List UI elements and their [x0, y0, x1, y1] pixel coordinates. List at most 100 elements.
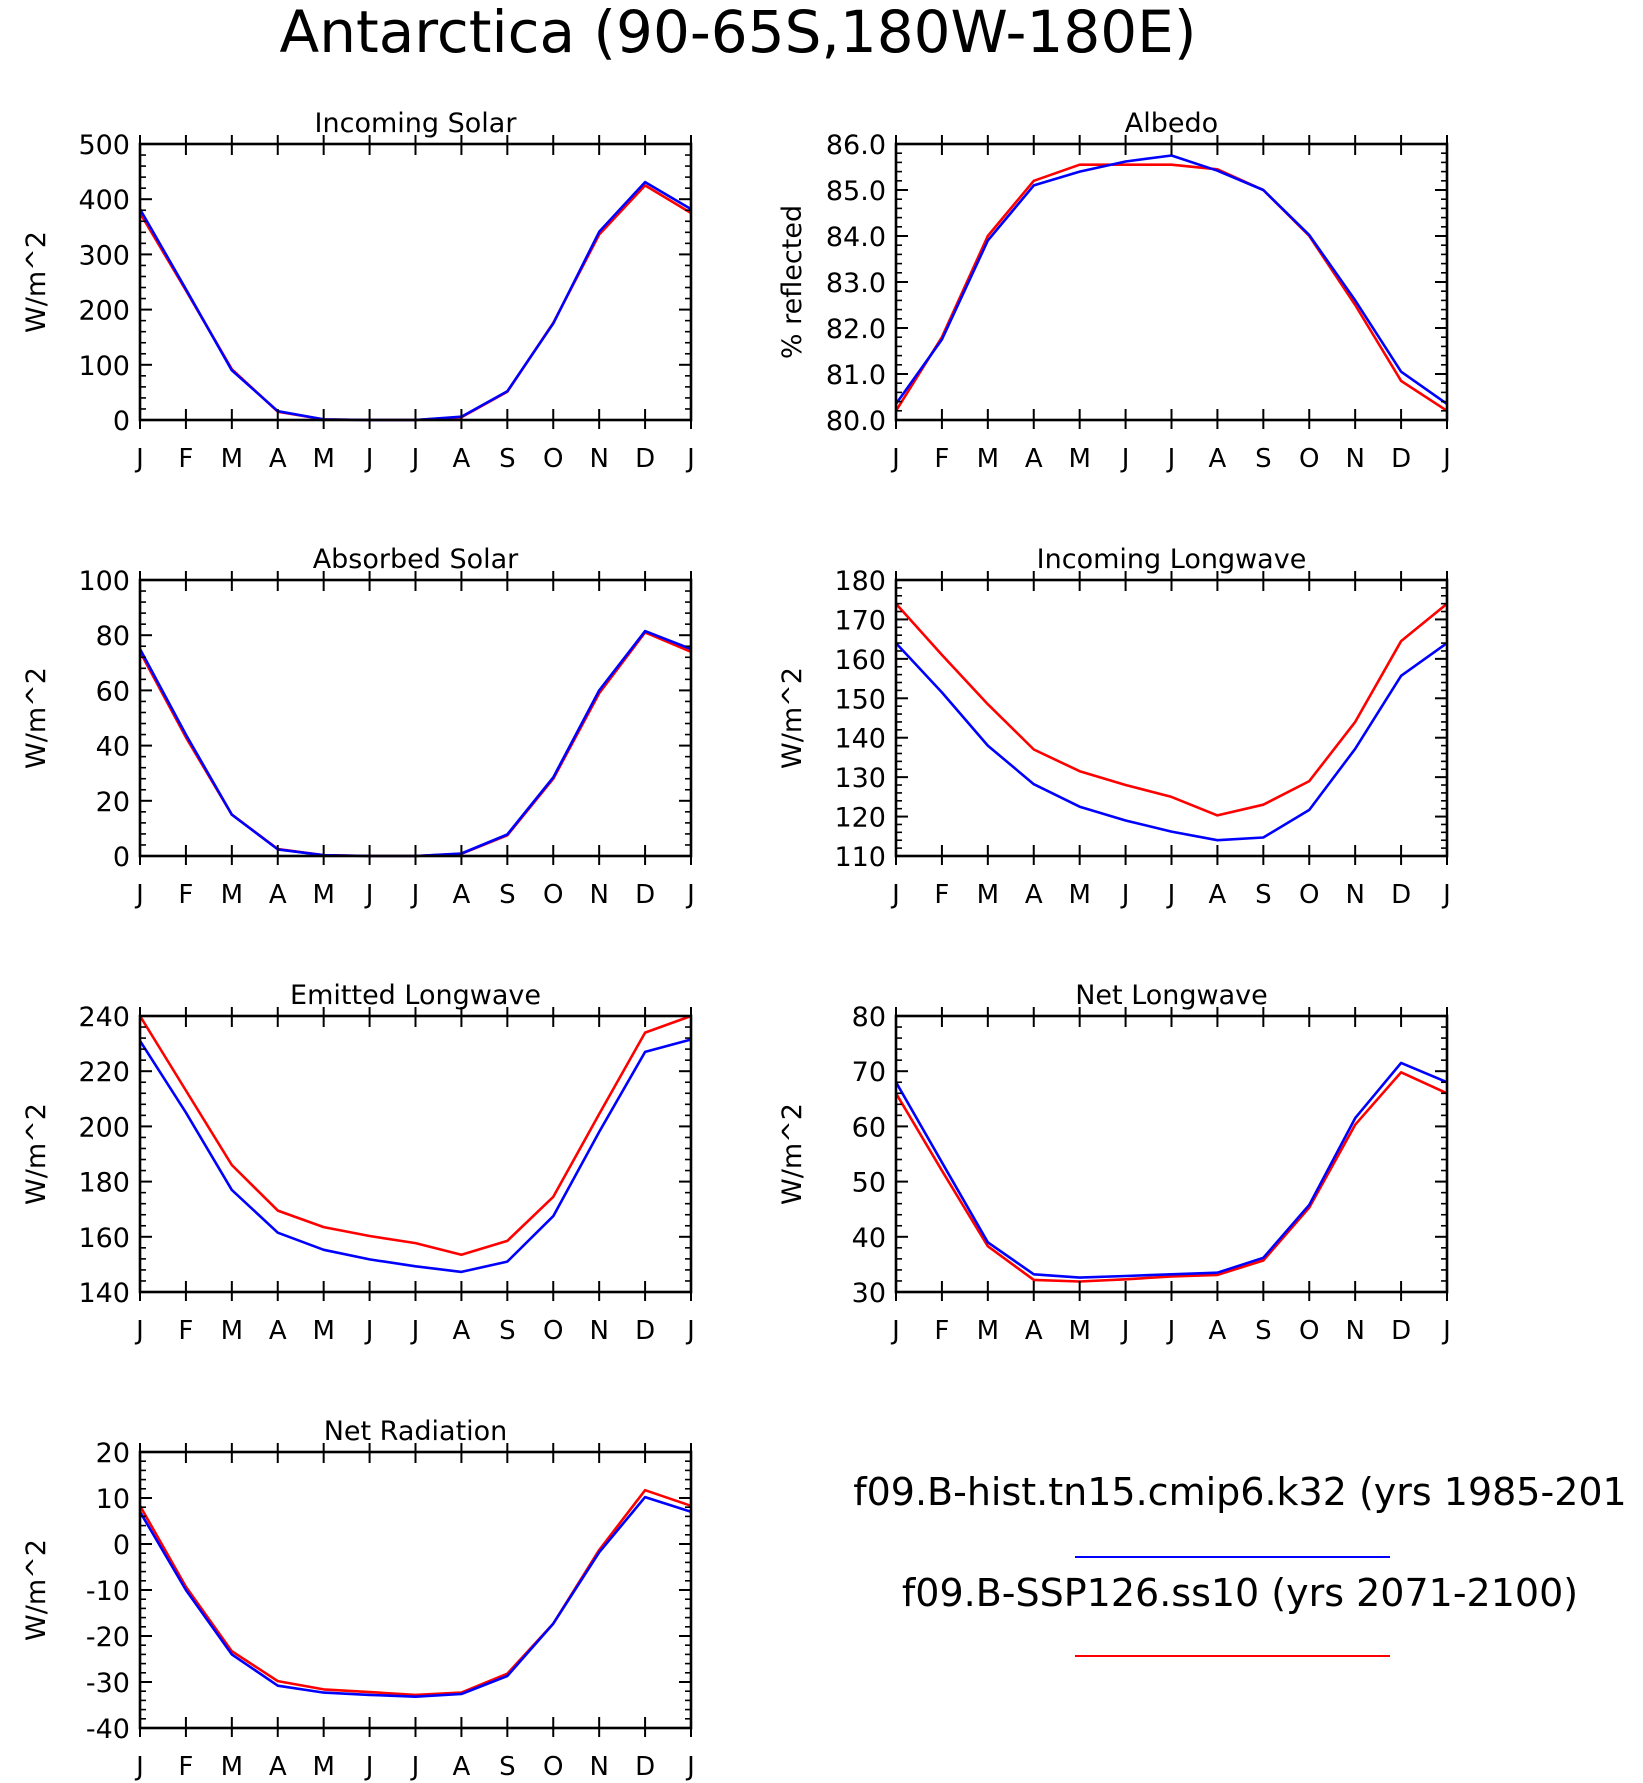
- series-line: [138, 631, 692, 858]
- plot-frame: [894, 1014, 1449, 1294]
- series-line: [895, 602, 1448, 817]
- x-tick-label: S: [499, 444, 516, 474]
- x-tick-label: S: [1255, 1316, 1272, 1346]
- y-tick-label: 200: [78, 296, 130, 327]
- x-tick-label: A: [453, 1316, 471, 1346]
- x-tick-label: J: [1120, 1316, 1130, 1346]
- y-tick-label: 10: [96, 1484, 130, 1515]
- y-tick-label: 150: [834, 684, 886, 715]
- plot-frame: [138, 1014, 693, 1294]
- x-tick-label: M: [221, 444, 243, 474]
- y-axis-label: % reflected: [777, 205, 808, 359]
- x-tick-label: J: [134, 1752, 144, 1782]
- y-tick-label: 81.0: [826, 360, 886, 391]
- x-tick-label: O: [543, 1752, 563, 1782]
- x-tick-label: J: [1441, 880, 1451, 910]
- panel-title: Incoming Longwave: [1037, 544, 1307, 575]
- y-tick-label: 100: [78, 566, 130, 597]
- y-tick-label: 40: [96, 732, 130, 763]
- y-tick-label: 110: [834, 842, 886, 873]
- y-axis-label: W/m^2: [21, 667, 52, 769]
- x-tick-label: N: [1345, 1316, 1364, 1346]
- x-tick-label: A: [269, 444, 287, 474]
- x-tick-label: N: [1345, 880, 1364, 910]
- y-tick-label: 220: [78, 1057, 130, 1088]
- series-line: [894, 163, 1448, 412]
- x-tick-label: O: [543, 1316, 563, 1346]
- x-tick-label: N: [589, 444, 608, 474]
- x-tick-label: O: [1299, 444, 1319, 474]
- x-tick-label: M: [312, 444, 334, 474]
- x-tick-label: A: [1025, 444, 1043, 474]
- x-tick-label: A: [1209, 444, 1227, 474]
- x-tick-label: J: [410, 880, 420, 910]
- y-tick-label: -40: [86, 1714, 130, 1745]
- x-tick-label: J: [134, 880, 144, 910]
- x-tick-label: J: [1166, 1316, 1176, 1346]
- x-tick-label: A: [453, 444, 471, 474]
- x-tick-label: S: [1255, 444, 1272, 474]
- x-tick-label: D: [635, 1316, 655, 1346]
- x-tick-label: A: [1209, 880, 1227, 910]
- y-axis-label: W/m^2: [21, 1539, 52, 1641]
- x-tick-label: J: [410, 444, 420, 474]
- x-tick-label: M: [312, 880, 334, 910]
- y-tick-label: 80: [852, 1002, 886, 1033]
- y-tick-label: 60: [852, 1112, 886, 1143]
- series-line: [138, 1488, 692, 1697]
- y-tick-label: 50: [852, 1168, 886, 1199]
- y-tick-label: 0: [113, 1530, 130, 1561]
- x-tick-label: A: [269, 1752, 287, 1782]
- x-tick-label: D: [1391, 1316, 1411, 1346]
- x-tick-label: F: [934, 1316, 949, 1346]
- y-tick-label: 86.0: [826, 130, 886, 161]
- x-tick-label: J: [1120, 444, 1130, 474]
- series-line: [138, 180, 692, 422]
- x-tick-label: J: [890, 444, 900, 474]
- x-tick-label: N: [589, 880, 608, 910]
- x-tick-label: J: [685, 880, 695, 910]
- series-line: [894, 1061, 1448, 1279]
- x-tick-label: D: [1391, 444, 1411, 474]
- x-tick-label: F: [934, 444, 949, 474]
- series-line: [138, 629, 692, 858]
- x-tick-label: D: [1391, 880, 1411, 910]
- y-tick-label: 130: [834, 763, 886, 794]
- y-tick-label: -10: [86, 1576, 130, 1607]
- y-tick-label: 60: [96, 676, 130, 707]
- x-tick-label: D: [635, 1752, 655, 1782]
- y-tick-label: 70: [852, 1057, 886, 1088]
- y-axis-label: W/m^2: [777, 1103, 808, 1205]
- x-tick-label: M: [312, 1752, 334, 1782]
- plot-frame: [894, 578, 1449, 858]
- x-tick-label: M: [1068, 444, 1090, 474]
- x-tick-label: J: [134, 444, 144, 474]
- panel-title: Net Longwave: [1075, 980, 1268, 1011]
- x-tick-label: N: [589, 1752, 608, 1782]
- series-line: [895, 642, 1448, 842]
- x-tick-label: J: [1441, 1316, 1451, 1346]
- plot-frame: [894, 142, 1449, 422]
- x-tick-label: A: [269, 880, 287, 910]
- x-tick-label: J: [364, 1316, 374, 1346]
- x-tick-label: M: [977, 444, 999, 474]
- y-axis-label: W/m^2: [21, 1103, 52, 1205]
- legend-label: f09.B-hist.tn15.cmip6.k32 (yrs 1985-201: [853, 1470, 1626, 1514]
- x-tick-label: S: [1255, 880, 1272, 910]
- x-tick-label: J: [1120, 880, 1130, 910]
- x-tick-label: A: [1025, 880, 1043, 910]
- x-tick-label: F: [178, 444, 193, 474]
- y-tick-label: 30: [852, 1278, 886, 1309]
- x-tick-label: O: [1299, 1316, 1319, 1346]
- y-tick-label: 240: [78, 1002, 130, 1033]
- plot-frame: [138, 1450, 693, 1730]
- x-tick-label: S: [499, 880, 516, 910]
- y-tick-label: 80: [96, 621, 130, 652]
- x-tick-label: J: [1166, 444, 1176, 474]
- x-tick-label: O: [543, 444, 563, 474]
